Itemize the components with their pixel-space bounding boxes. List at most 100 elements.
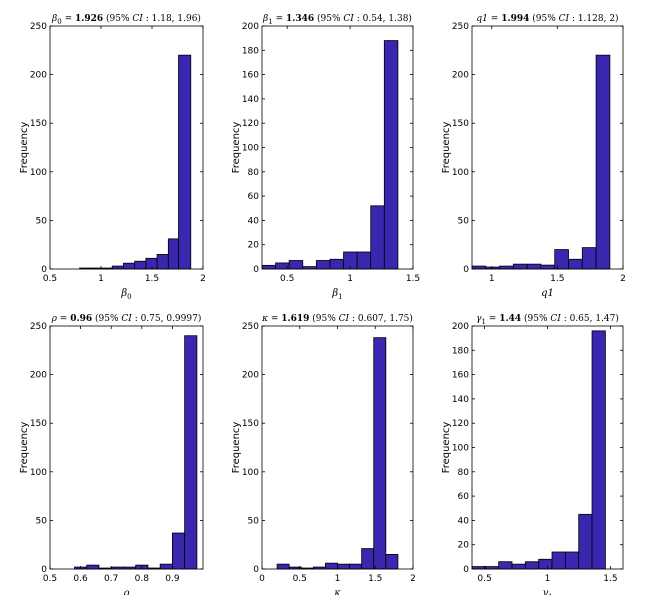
x-axis-label-part: β (331, 288, 338, 299)
histogram-bar (123, 262, 136, 270)
y-tick-label: 80 (248, 168, 260, 178)
histogram-bar (540, 264, 556, 270)
histogram-bar (499, 265, 514, 270)
histogram-bar (315, 260, 331, 270)
panel-title-part: (95% (103, 13, 132, 24)
histogram-bar (361, 548, 375, 570)
x-tick-label: 2 (200, 274, 206, 284)
y-tick-label: 200 (452, 71, 469, 81)
panel-title-part: (95% (529, 13, 558, 24)
y-tick-label: 160 (452, 371, 469, 381)
histogram-bar (578, 513, 593, 570)
panel-title-part: (95% (314, 13, 343, 24)
x-tick-label: 2 (410, 574, 416, 584)
histogram-bar (526, 263, 542, 270)
panel-title-part: = (488, 14, 501, 24)
x-tick-label: 2 (620, 274, 626, 284)
x-axis-label: γ1 (542, 588, 552, 595)
x-axis-label-part: κ (333, 588, 341, 595)
x-axis-label-part: γ (542, 588, 548, 595)
histogram-bar (373, 337, 387, 570)
panel-title-part: 1.346 (286, 14, 314, 24)
histogram-bar (538, 558, 553, 570)
panel-title-part: CI (339, 314, 350, 324)
histogram-bar (524, 561, 540, 570)
panel-title-part: q1 (476, 14, 488, 24)
y-tick-label: 100 (242, 144, 259, 154)
histogram-bar (156, 254, 169, 270)
histogram-bar (111, 265, 124, 270)
axes-frame (261, 325, 414, 570)
panel-title: γ1 = 1.44 (95% CI : 0.65, 1.47) (476, 313, 619, 326)
y-tick-label: 50 (36, 216, 48, 226)
y-tick-label: 50 (458, 216, 470, 226)
panel-title-part: 1.926 (75, 14, 103, 24)
y-tick-label: 0 (463, 565, 469, 575)
panel-title-part: = (62, 14, 75, 24)
y-tick-label: 150 (242, 419, 259, 429)
x-tick-label: 1.5 (368, 574, 382, 584)
y-tick-label: 200 (242, 22, 259, 32)
histogram-bar (171, 532, 186, 570)
histogram-bar (288, 260, 304, 270)
histogram-bar (167, 238, 179, 270)
panel-title: q1 = 1.994 (95% CI : 1.128, 2) (476, 13, 618, 24)
panel-title-part: 0.96 (70, 314, 92, 324)
y-tick-label: 250 (30, 322, 47, 332)
histogram-bar (276, 563, 290, 570)
x-tick-label: 0.5 (477, 574, 491, 584)
y-tick-label: 140 (242, 95, 259, 105)
axes-frame (49, 325, 204, 570)
panel-title-part: 1.619 (281, 314, 309, 324)
y-tick-label: 200 (30, 371, 47, 381)
panel-title-part: = (273, 14, 286, 24)
panel-title-part: (95% (92, 313, 121, 324)
y-tick-label: 0 (463, 265, 469, 275)
y-axis-label: Frequency (441, 122, 452, 174)
y-axis-label: Frequency (441, 422, 452, 474)
x-tick-label: 0.7 (104, 574, 118, 584)
panel-title-part: = (57, 314, 70, 324)
panel-title-part: ρ (51, 314, 58, 324)
y-tick-label: 180 (452, 346, 469, 356)
x-tick-label: 1 (335, 574, 341, 584)
x-tick-label: 1.5 (603, 574, 617, 584)
histogram-bar (178, 54, 192, 270)
x-tick-label: 0.8 (135, 574, 150, 584)
histogram-bar (595, 54, 611, 270)
panel-title-part: : 0.75, 0.9997) (132, 313, 202, 324)
panel-title-part: : 0.54, 1.38) (354, 13, 412, 24)
x-tick-label: 0.5 (293, 574, 307, 584)
y-tick-label: 80 (458, 468, 470, 478)
panel-title-part: CI (559, 14, 570, 24)
histogram-bar (581, 247, 597, 270)
y-tick-label: 200 (452, 322, 469, 332)
panel-title: ρ = 0.96 (95% CI : 0.75, 0.9997) (51, 313, 202, 324)
histogram-bar (554, 249, 569, 270)
histogram-bar (568, 258, 583, 270)
panel-title-part: (95% (521, 313, 550, 324)
y-axis-label: Frequency (231, 122, 242, 174)
y-tick-label: 40 (458, 516, 470, 526)
panel-title-part: 1.994 (501, 14, 529, 24)
axes-frame (49, 25, 204, 270)
histogram-bar (184, 335, 198, 570)
x-tick-label: 0.5 (280, 274, 294, 284)
y-tick-label: 250 (30, 22, 47, 32)
x-axis-label-part: 1 (548, 593, 552, 595)
x-axis-label: β1 (331, 288, 342, 301)
x-axis-label-part: 0 (127, 293, 131, 301)
y-tick-label: 150 (30, 119, 47, 129)
histogram-panel-3: 0 50 100 150 200 250 1 1.5 2 q1 = 1.994 (95% CI :… (441, 13, 626, 299)
panel-title-part: : 1.128, 2) (569, 13, 618, 24)
x-tick-label: 1.5 (145, 274, 159, 284)
y-tick-label: 250 (242, 322, 259, 332)
panel-title-part: CI (121, 314, 132, 324)
y-tick-label: 180 (242, 46, 259, 56)
histogram-bar (511, 563, 526, 570)
y-tick-label: 60 (458, 492, 470, 502)
y-tick-label: 100 (242, 468, 259, 478)
